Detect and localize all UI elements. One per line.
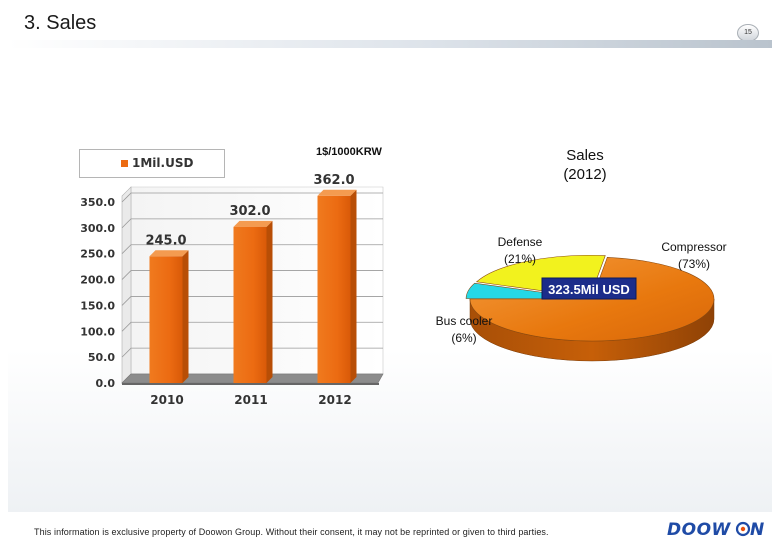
bar-chart-legend: 1Mil.USD (79, 149, 225, 178)
legend-label: 1Mil.USD (132, 156, 194, 170)
doowon-logo: DOOW N (667, 520, 764, 539)
page-title: 3. Sales (24, 12, 97, 34)
svg-text:N: N (750, 520, 764, 539)
legend-swatch (121, 160, 128, 167)
header-divider (8, 40, 772, 48)
content-panel (8, 48, 772, 512)
svg-text:DOOW: DOOW (667, 520, 732, 539)
footer-disclaimer: This information is exclusive property o… (34, 527, 549, 537)
exchange-rate-note: 1$/1000KRW (316, 146, 382, 158)
